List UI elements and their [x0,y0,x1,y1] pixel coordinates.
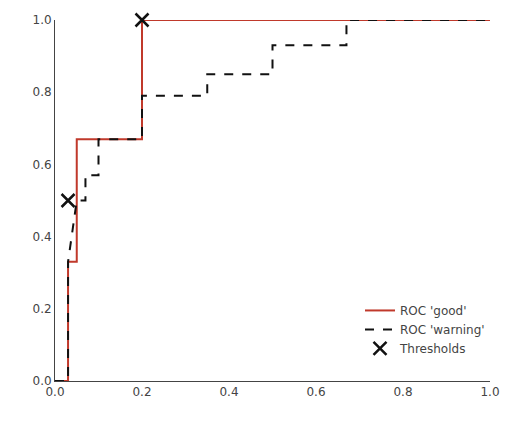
svg-text:0.0: 0.0 [45,385,64,399]
svg-text:1.0: 1.0 [33,13,52,27]
svg-text:0.6: 0.6 [306,385,325,399]
svg-text:0.2: 0.2 [132,385,151,399]
svg-text:0.8: 0.8 [33,85,52,99]
svg-text:0.8: 0.8 [393,385,412,399]
svg-text:0.4: 0.4 [33,230,52,244]
svg-text:1.0: 1.0 [480,385,499,399]
svg-text:0.0: 0.0 [33,374,52,388]
svg-text:0.4: 0.4 [219,385,238,399]
svg-text:ROC 'good': ROC 'good' [400,304,467,318]
svg-text:Thresholds: Thresholds [399,342,465,356]
svg-text:ROC 'warning': ROC 'warning' [400,323,485,337]
svg-text:0.6: 0.6 [33,158,52,172]
svg-text:0.2: 0.2 [33,302,52,316]
